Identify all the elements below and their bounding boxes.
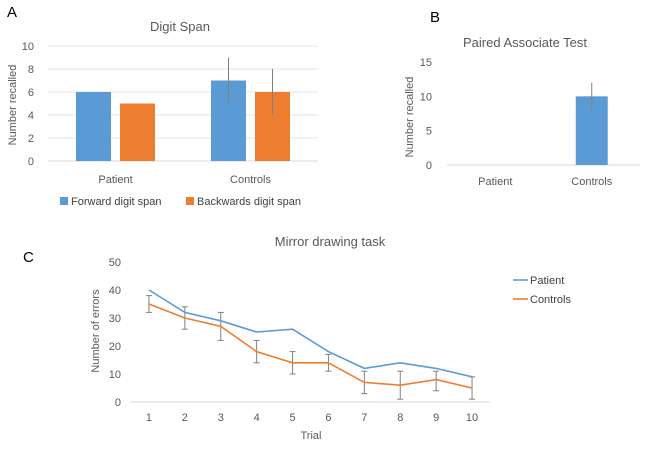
digit-span-ylabel: Number recalled [7, 65, 19, 146]
mirror-drawing-ylabel: Number of errors [90, 289, 102, 373]
bar [120, 103, 155, 161]
legend-label: Controls [530, 294, 571, 306]
mirror-drawing-title: Mirror drawing task [275, 234, 386, 249]
x-tick-label: Patient [98, 174, 132, 186]
mirror-drawing-xlabel: Trial [301, 430, 322, 442]
y-tick-label: 30 [109, 313, 121, 325]
panel-letter-a: A [7, 4, 17, 21]
legend-swatch [60, 197, 68, 205]
paired-associate-title: Paired Associate Test [463, 35, 587, 50]
panel-letter-c: C [23, 249, 34, 266]
legend-swatch [186, 197, 194, 205]
x-tick-label: Controls [571, 176, 612, 188]
x-tick-label: Controls [230, 174, 271, 186]
x-tick-label: 1 [146, 412, 152, 424]
mirror-drawing-chart: Mirror drawing task Number of errors Tri… [90, 234, 571, 442]
x-tick-label: 9 [433, 412, 439, 424]
series-line-controls [148, 303, 473, 389]
legend-label: Patient [530, 275, 564, 287]
x-tick-label: 10 [466, 412, 478, 424]
panel-letter-b: B [430, 9, 440, 26]
x-tick-label: Patient [478, 176, 512, 188]
legend-label: Backwards digit span [197, 196, 301, 208]
x-tick-label: 7 [361, 412, 367, 424]
y-tick-label: 40 [109, 285, 121, 297]
bar [76, 92, 111, 161]
x-tick-label: 6 [325, 412, 331, 424]
x-tick-label: 2 [182, 412, 188, 424]
y-tick-label: 0 [426, 160, 432, 172]
digit-span-chart: Digit Span Number recalled 0 2 4 6 8 10 Patien… [7, 19, 318, 208]
x-tick-label: 4 [254, 412, 260, 424]
y-tick-label: 6 [28, 87, 34, 99]
y-tick-label: 2 [28, 133, 34, 145]
y-tick-label: 0 [28, 156, 34, 168]
paired-associate-ylabel: Number recalled [404, 77, 416, 158]
x-tick-label: 8 [397, 412, 403, 424]
paired-associate-chart: Paired Associate Test Number recalled 0 5… [404, 35, 640, 188]
digit-span-title: Digit Span [150, 19, 210, 34]
legend-label: Forward digit span [71, 196, 162, 208]
y-tick-label: 50 [109, 257, 121, 269]
x-tick-label: 5 [289, 412, 295, 424]
y-tick-label: 10 [22, 41, 34, 53]
y-tick-label: 8 [28, 64, 34, 76]
y-tick-label: 20 [109, 341, 121, 353]
y-tick-label: 10 [109, 369, 121, 381]
y-tick-label: 0 [115, 397, 121, 409]
x-tick-label: 3 [218, 412, 224, 424]
series-line-patient [148, 289, 473, 378]
y-tick-label: 10 [420, 91, 432, 103]
y-tick-label: 15 [420, 57, 432, 69]
y-tick-label: 5 [426, 126, 432, 138]
y-tick-label: 4 [28, 110, 34, 122]
